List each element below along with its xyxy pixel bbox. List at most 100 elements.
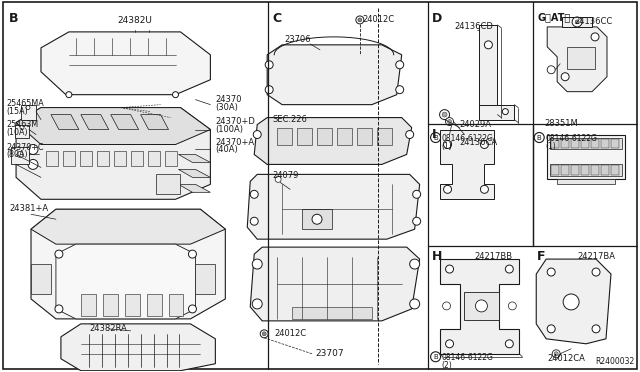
Bar — [591, 166, 599, 175]
Circle shape — [17, 151, 23, 157]
Bar — [292, 307, 372, 319]
Polygon shape — [141, 115, 168, 129]
Bar — [277, 128, 292, 145]
Polygon shape — [536, 259, 611, 344]
Text: (80A): (80A) — [6, 150, 28, 160]
Bar — [80, 151, 92, 166]
Text: D: D — [431, 12, 442, 25]
Polygon shape — [15, 125, 29, 138]
Circle shape — [252, 299, 262, 309]
Polygon shape — [440, 129, 494, 199]
Bar — [357, 128, 372, 145]
Bar — [611, 166, 619, 175]
Text: B: B — [9, 12, 19, 25]
Bar — [550, 164, 622, 176]
Circle shape — [265, 86, 273, 94]
Bar — [567, 47, 595, 69]
Polygon shape — [254, 118, 412, 164]
Circle shape — [188, 305, 196, 313]
Text: 28351M: 28351M — [544, 119, 578, 128]
Text: 23706: 23706 — [284, 35, 311, 44]
Text: (1): (1) — [442, 141, 452, 151]
Circle shape — [20, 126, 24, 129]
Bar — [561, 166, 569, 175]
Bar — [125, 294, 140, 316]
Text: (100A): (100A) — [216, 125, 243, 134]
Circle shape — [563, 294, 579, 310]
Circle shape — [358, 18, 362, 22]
Circle shape — [250, 190, 258, 198]
Text: B: B — [433, 354, 438, 360]
Bar — [81, 294, 96, 316]
Circle shape — [265, 61, 273, 69]
Bar — [571, 138, 579, 148]
Text: 24012CA: 24012CA — [547, 354, 585, 363]
Circle shape — [410, 299, 420, 309]
Polygon shape — [267, 45, 402, 105]
Bar — [611, 138, 619, 148]
Bar — [195, 264, 216, 294]
Circle shape — [447, 119, 452, 124]
Bar — [156, 174, 180, 194]
Text: (40A): (40A) — [216, 145, 238, 154]
Text: R2400032: R2400032 — [596, 357, 635, 366]
Bar — [581, 138, 589, 148]
Polygon shape — [547, 27, 607, 92]
Polygon shape — [16, 108, 211, 144]
Bar — [551, 138, 559, 148]
Circle shape — [173, 92, 179, 98]
Polygon shape — [250, 247, 420, 321]
Circle shape — [575, 20, 579, 24]
Circle shape — [26, 106, 30, 110]
Text: 08146-6122G: 08146-6122G — [442, 134, 493, 142]
Text: 24382RA: 24382RA — [90, 324, 127, 333]
Bar — [377, 128, 392, 145]
Polygon shape — [247, 174, 420, 239]
Bar — [297, 128, 312, 145]
Circle shape — [445, 265, 454, 273]
Polygon shape — [302, 209, 332, 229]
Circle shape — [312, 214, 322, 224]
Text: (15A): (15A) — [6, 107, 28, 116]
Text: 24079: 24079 — [272, 171, 298, 180]
Text: (10A): (10A) — [6, 128, 28, 137]
Bar — [547, 135, 625, 179]
Text: 08146-6122G: 08146-6122G — [442, 353, 493, 362]
Text: 24382U: 24382U — [117, 16, 152, 25]
Polygon shape — [179, 185, 211, 192]
Circle shape — [396, 86, 404, 94]
Polygon shape — [179, 154, 211, 163]
Polygon shape — [16, 108, 211, 199]
Circle shape — [592, 325, 600, 333]
Circle shape — [66, 92, 72, 98]
Circle shape — [188, 250, 196, 258]
Text: H: H — [431, 250, 442, 263]
Bar — [551, 166, 559, 175]
Circle shape — [55, 305, 63, 313]
Polygon shape — [440, 259, 519, 354]
Circle shape — [592, 268, 600, 276]
Text: SEC.226: SEC.226 — [272, 115, 307, 124]
Circle shape — [413, 217, 420, 225]
Bar — [561, 138, 569, 148]
Text: 24012C: 24012C — [363, 15, 395, 24]
Polygon shape — [56, 244, 195, 319]
Polygon shape — [479, 105, 515, 119]
Circle shape — [552, 350, 560, 358]
Bar — [103, 294, 118, 316]
Text: 24136CC: 24136CC — [574, 17, 612, 26]
Text: I: I — [431, 128, 436, 141]
Circle shape — [275, 176, 281, 182]
Bar — [571, 166, 579, 175]
Polygon shape — [61, 324, 216, 371]
Polygon shape — [562, 17, 592, 27]
Polygon shape — [479, 25, 497, 115]
Circle shape — [502, 109, 508, 115]
Bar — [131, 151, 143, 166]
Bar — [148, 151, 159, 166]
Bar — [114, 151, 125, 166]
Circle shape — [445, 340, 454, 348]
Bar — [581, 166, 589, 175]
Circle shape — [431, 132, 440, 142]
Polygon shape — [31, 209, 225, 319]
